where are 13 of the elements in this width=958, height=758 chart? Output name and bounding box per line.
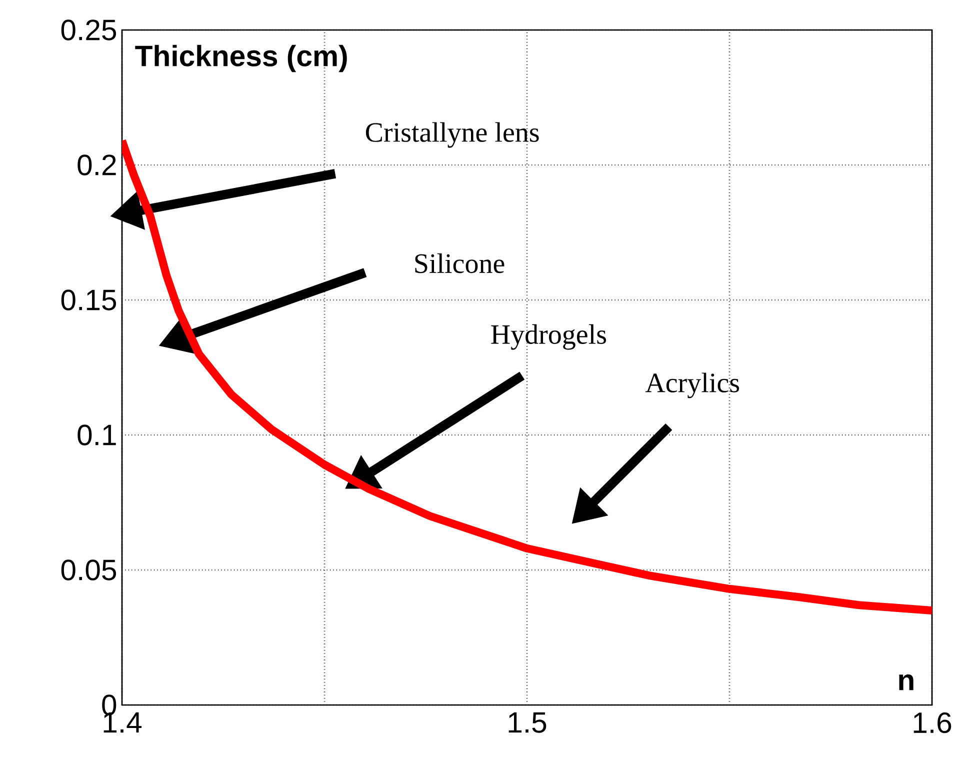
y-axis-title: Thickness (cm) bbox=[135, 44, 347, 72]
annotation: Acrylics bbox=[645, 372, 740, 398]
y-tick-label: 0.1 bbox=[78, 424, 116, 446]
annotation: Cristallyne lens bbox=[366, 122, 539, 148]
annotation: Hydrogels bbox=[491, 324, 606, 350]
x-tick-label: 1.5 bbox=[508, 712, 546, 733]
y-tick-label: 0.15 bbox=[61, 290, 116, 310]
y-tick-label: 0.05 bbox=[61, 560, 116, 580]
y-tick-label: 0.2 bbox=[78, 154, 116, 176]
x-axis-title: n bbox=[899, 674, 914, 690]
annotation: Silicone bbox=[415, 253, 504, 274]
y-tick-label: 0.25 bbox=[61, 20, 116, 40]
x-tick-label: 1.6 bbox=[914, 712, 952, 734]
